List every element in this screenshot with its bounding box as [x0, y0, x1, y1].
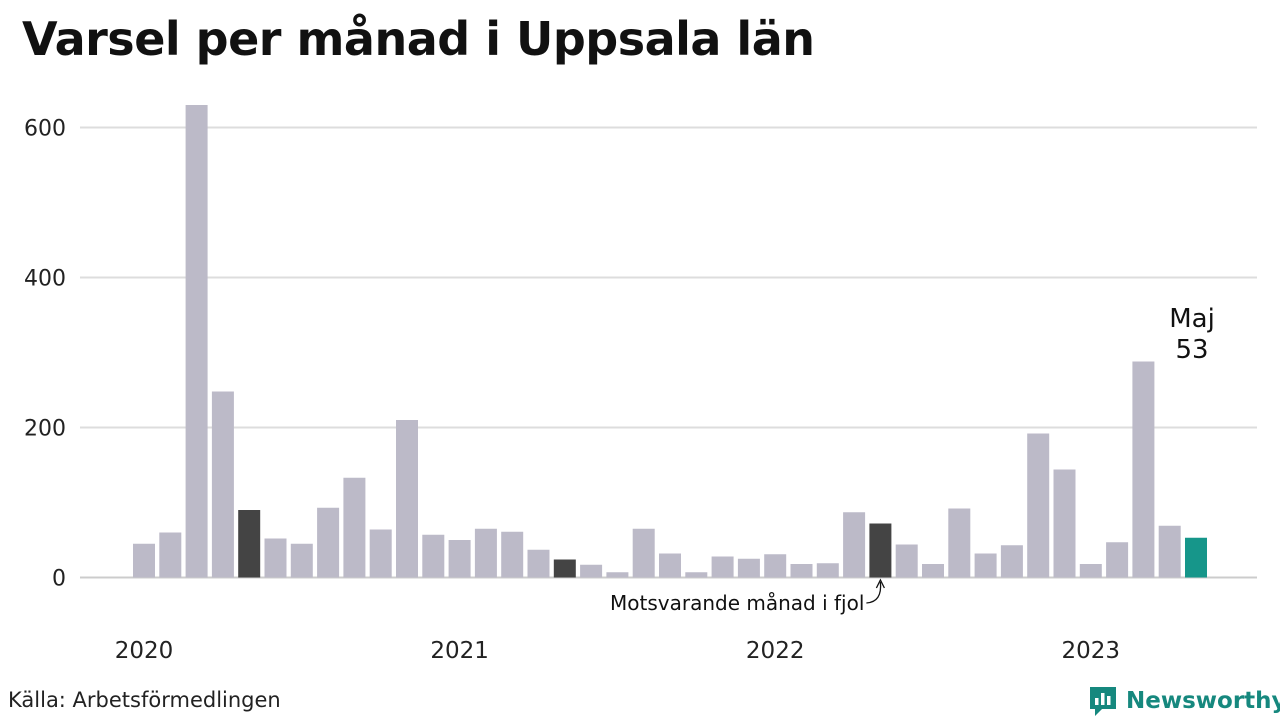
x-axis-ticks: 2020 2021 2022 2023 [115, 638, 1120, 664]
y-tick-label: 200 [24, 417, 66, 442]
bar [632, 528, 655, 578]
bar [711, 556, 734, 578]
bar [1132, 361, 1155, 578]
bar-previous-year [553, 559, 576, 578]
bar [895, 544, 918, 578]
bar [422, 534, 445, 578]
bar [580, 564, 603, 578]
bar [1000, 545, 1023, 578]
newsworthy-logo-icon [1090, 687, 1116, 716]
bar-previous-year [869, 523, 892, 578]
bar [290, 543, 313, 578]
x-tick-label: 2021 [430, 638, 489, 664]
bar [396, 420, 418, 578]
y-tick-label: 600 [24, 117, 66, 142]
bar [948, 508, 971, 578]
bar [922, 564, 944, 578]
bar-previous-year [238, 510, 261, 578]
bar [317, 507, 340, 578]
chart-title: Varsel per månad i Uppsala län [22, 12, 815, 66]
bar [369, 529, 392, 578]
y-axis-ticks: 0 200 400 600 [24, 117, 66, 592]
bar [133, 543, 155, 578]
bar [159, 532, 182, 578]
bar [1106, 542, 1129, 578]
bar [501, 531, 524, 578]
annotation-arrowhead [875, 578, 885, 589]
bar [1053, 469, 1076, 578]
bar [343, 477, 366, 578]
bar [816, 563, 839, 578]
bar [685, 572, 708, 578]
bar [448, 540, 471, 578]
annotation-arrow [866, 581, 882, 604]
bar [659, 553, 681, 578]
bar [264, 538, 287, 578]
x-tick-label: 2022 [746, 638, 805, 664]
x-tick-label: 2023 [1062, 638, 1121, 664]
x-tick-label: 2020 [115, 638, 174, 664]
y-tick-label: 0 [52, 567, 66, 592]
bar [1158, 525, 1181, 578]
bar [211, 391, 234, 578]
bar [737, 558, 760, 578]
current-month-label: Maj [1169, 304, 1215, 334]
bar [1079, 564, 1102, 578]
bar-current-month [1185, 537, 1207, 578]
brand-logo: Newsworthy [1088, 684, 1280, 718]
brand-name: Newsworthy [1126, 688, 1280, 714]
bar [790, 564, 813, 578]
bar [185, 105, 208, 578]
bar [1027, 433, 1050, 578]
bar [474, 528, 497, 578]
bar [527, 549, 550, 578]
annotation-text: Motsvarande månad i fjol [610, 591, 864, 615]
source-note: Källa: Arbetsförmedlingen [8, 688, 281, 712]
bar [843, 512, 866, 578]
y-tick-label: 400 [24, 267, 66, 292]
bar [974, 553, 997, 578]
current-month-value: 53 [1175, 335, 1208, 365]
bars [133, 105, 1207, 578]
bar [764, 554, 787, 578]
bar [606, 572, 629, 578]
